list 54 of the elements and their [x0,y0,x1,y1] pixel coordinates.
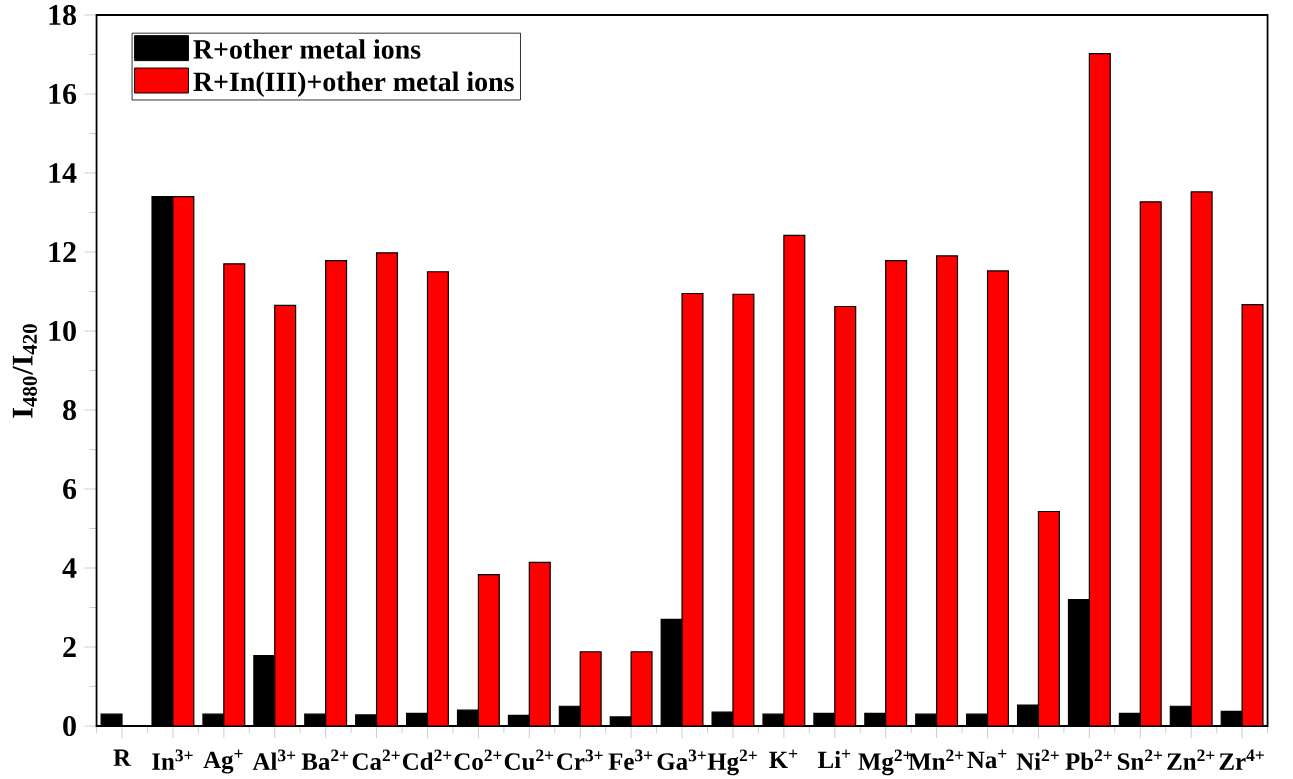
y-tick-label: 14 [49,163,77,183]
y-tick-label: 0 [63,715,76,737]
x-tick-label: Co$^{2+}$ [454,749,502,771]
bar [987,270,1009,726]
bar [885,260,907,726]
x-tick-label: Hg$^{2+}$ [707,749,757,776]
x-tick-label: K$^{+}$ [769,749,798,769]
x-tick-label: Zr$^{4+}$ [1219,749,1264,770]
x-tick-label: Ni$^{2+}$ [1016,749,1059,770]
bar [682,293,703,726]
y-tick-label: 8 [63,399,76,421]
y-tick-label: 4 [62,558,77,578]
x-tick-label: Pb$^{2+}$ [1065,749,1112,771]
bar [172,196,194,726]
bar [325,260,347,726]
x-tick-label: Cr$^{3+}$ [557,749,603,771]
legend-label: R+other metal ions [193,39,421,59]
x-tick-label: Ag$^{+}$ [203,749,243,774]
bar [783,235,805,726]
y-tick-label: 6 [63,478,77,500]
bar [1191,191,1213,726]
bar [427,271,449,726]
y-tick-label: 18 [49,4,76,26]
x-tick-label: Fe$^{3+}$ [608,749,653,770]
x-tick-label: Ca$^{2+}$ [352,749,400,771]
y-tick-label: 12 [49,242,76,262]
x-tick-label: Li$^{+}$ [818,749,851,769]
x-tick-label: Na$^{+}$ [967,749,1007,769]
x-tick-label: In$^{3+}$ [152,749,193,770]
x-tick-label: Ga$^{3+}$ [657,749,706,771]
x-tick-label: Zn$^{2+}$ [1167,749,1215,770]
bar [376,252,398,726]
bar [1038,511,1060,726]
legend-label: R+In(III)+other metal ions [193,71,514,97]
bar [274,305,296,726]
y-tick-label: 16 [49,83,77,105]
bar [478,574,500,726]
bar [529,562,551,726]
bar [1089,53,1111,726]
y-tick-label: 10 [49,320,76,342]
bar [732,294,754,726]
x-tick-label: Ba$^{2+}$ [301,749,349,771]
x-tick-label: R [113,749,132,766]
x-tick-label: Sn$^{2+}$ [1117,749,1163,771]
bar [834,306,856,726]
bar [1241,303,1264,726]
bar [936,255,958,726]
bar [1140,201,1162,726]
bar [223,263,245,726]
x-tick-label: Cd$^{2+}$ [402,749,452,771]
x-tick-label: Cu$^{2+}$ [504,749,554,771]
x-tick-label: Al$^{3+}$ [252,749,296,770]
y-tick-label: 2 [63,637,76,657]
y-axis-title: I$_{480}$/I$_{420}$ [12,324,37,418]
